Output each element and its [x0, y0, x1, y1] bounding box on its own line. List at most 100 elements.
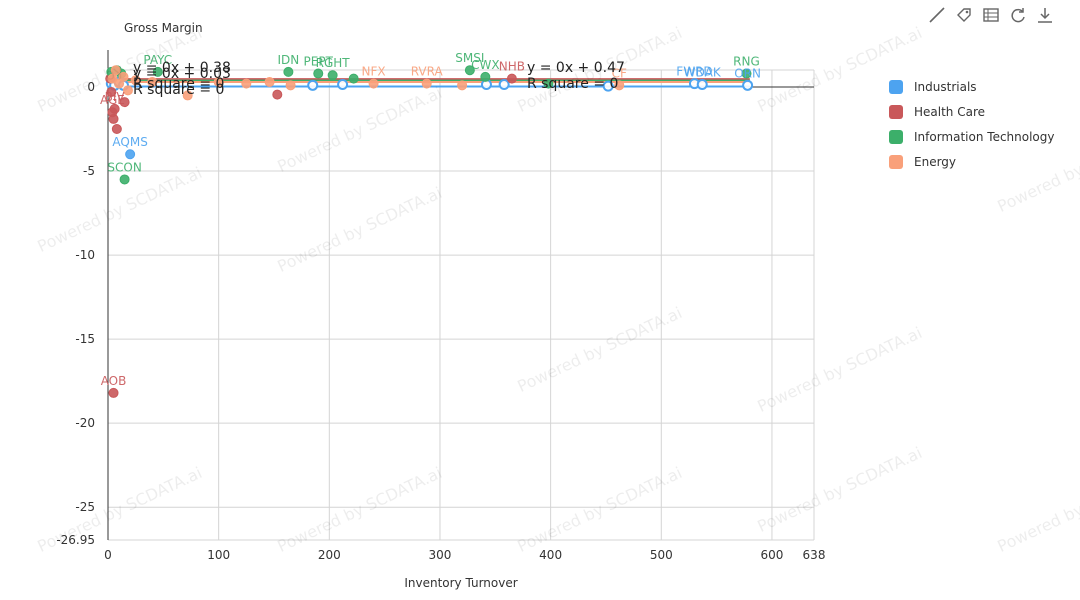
- data-point: [506, 73, 517, 84]
- axes: 0 100 200 300 400 500 600 638 0 -5 -10 -15 -20 -25 -26…: [56, 50, 825, 562]
- point-label: ORN: [734, 66, 761, 80]
- data-point: [742, 79, 754, 91]
- y-tick-label: -15: [75, 332, 95, 346]
- legend-swatch: [889, 154, 903, 169]
- refresh-icon[interactable]: [1008, 5, 1027, 24]
- point-label: PEPT: [304, 55, 334, 69]
- trendline-r-square: R square = 0: [133, 76, 224, 92]
- point-label: AOB: [101, 374, 127, 388]
- data-point: [118, 71, 129, 82]
- data-point: [741, 68, 752, 79]
- point-label: PAYC: [143, 53, 172, 67]
- point-label: NFX: [362, 65, 386, 79]
- point-label: WDAK: [684, 65, 722, 79]
- data-point: [122, 85, 133, 96]
- point-label: SCON: [107, 160, 141, 174]
- data-point: [109, 103, 120, 114]
- point-label: CWX: [471, 58, 499, 72]
- data-point: [213, 76, 224, 87]
- data-point: [272, 89, 283, 100]
- data-point: [285, 80, 296, 91]
- y-tick-label: -20: [75, 416, 95, 430]
- x-tick-label: 100: [207, 548, 230, 562]
- legend-swatch: [889, 79, 903, 94]
- data-point: [498, 78, 510, 90]
- x-axis-label: Inventory Turnover: [404, 576, 517, 590]
- point-label: SMSI: [455, 51, 484, 65]
- trendline-equation: y = 0x + 0.03: [133, 66, 231, 82]
- data-point: [182, 90, 193, 101]
- data-point: [313, 68, 324, 79]
- trendline-equations: y = 0x + 0.03R square = 0y = 0x + 0.47R …: [133, 60, 625, 98]
- data-point: [119, 174, 130, 185]
- trendline-equation: y = 0x + 0.38: [133, 60, 231, 76]
- data-point: [368, 78, 379, 89]
- y-tick-label: -25: [75, 500, 95, 514]
- y-tick-label: -10: [75, 248, 95, 262]
- data-point: [543, 78, 554, 89]
- data-point: [348, 73, 359, 84]
- data-view-icon[interactable]: [981, 5, 1000, 24]
- point-label: AGE: [100, 93, 125, 107]
- grid-lines: [107, 69, 815, 541]
- data-point: [327, 70, 338, 81]
- data-point: [283, 66, 294, 77]
- legend-item[interactable]: Health Care: [889, 99, 1055, 124]
- trendline-r-square: R square = 0: [527, 76, 618, 92]
- data-point: [106, 87, 117, 98]
- data-point: [421, 78, 432, 89]
- legend-label: Industrials: [914, 79, 977, 94]
- point-label: RGHT: [316, 56, 351, 70]
- chart-title: Gross Margin: [124, 21, 203, 35]
- data-point: [464, 65, 475, 76]
- x-tick-label: 0: [104, 548, 112, 562]
- legend-label: Energy: [914, 154, 957, 169]
- data-point: [696, 78, 708, 90]
- legend-item[interactable]: Energy: [889, 149, 1055, 174]
- y-tick-label: -5: [83, 164, 95, 178]
- x-tick-label: 600: [760, 548, 783, 562]
- chart-toolbar: [927, 5, 1054, 24]
- y-tick-label: -26.95: [56, 533, 95, 547]
- tag-icon[interactable]: [954, 5, 973, 24]
- data-point: [152, 66, 163, 77]
- line-icon[interactable]: [927, 5, 946, 24]
- x-tick-label: 500: [650, 548, 673, 562]
- data-point: [337, 78, 349, 90]
- point-label: IDN: [277, 53, 299, 67]
- x-tick-label: 300: [429, 548, 452, 562]
- data-point: [614, 80, 625, 91]
- data-point: [107, 73, 118, 84]
- data-point: [264, 76, 275, 87]
- point-label: RVRA: [411, 65, 444, 79]
- data-point: [119, 97, 130, 108]
- data-point: [108, 387, 119, 398]
- chart-legend: Industrials Health Care Information Techno…: [889, 74, 1055, 174]
- data-points: [105, 65, 754, 398]
- point-label: AQMS: [112, 135, 147, 149]
- legend-item[interactable]: Industrials: [889, 74, 1055, 99]
- download-icon[interactable]: [1035, 5, 1054, 24]
- trendline-r-square: R square = 0: [133, 82, 224, 98]
- point-label: FWRD: [676, 65, 712, 79]
- legend-label: Health Care: [914, 104, 986, 119]
- data-point: [110, 65, 121, 76]
- data-point: [125, 149, 136, 160]
- legend-item[interactable]: Information Technology: [889, 124, 1055, 149]
- x-tick-label: 200: [318, 548, 341, 562]
- point-label: CF: [612, 66, 627, 80]
- legend-swatch: [889, 104, 903, 119]
- x-tick-label: 400: [539, 548, 562, 562]
- point-label: BIV: [105, 90, 126, 104]
- legend-label: Information Technology: [914, 129, 1055, 144]
- data-point: [147, 76, 158, 87]
- x-tick-label: 638: [803, 548, 826, 562]
- data-point: [111, 124, 122, 135]
- data-point: [457, 80, 468, 91]
- data-point: [241, 78, 252, 89]
- trendline-equation: y = 0x + 0.47: [527, 60, 625, 76]
- data-point: [130, 75, 141, 86]
- data-point: [307, 79, 319, 91]
